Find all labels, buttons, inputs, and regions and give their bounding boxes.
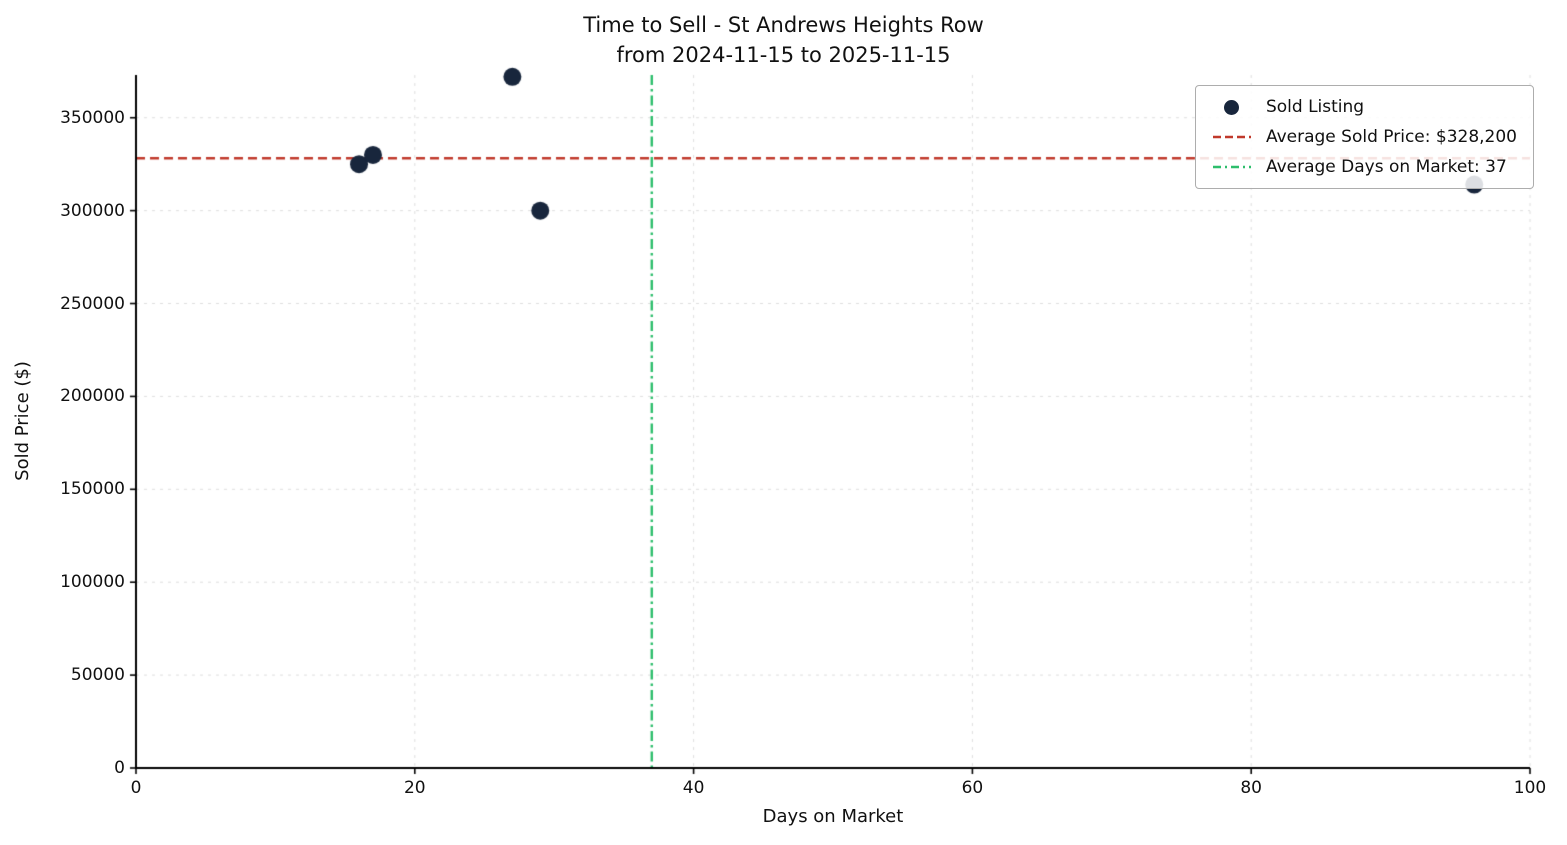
y-tick-label: 50000 <box>70 665 125 686</box>
x-tick-label: 20 <box>403 778 426 798</box>
x-tick-label: 40 <box>682 778 705 798</box>
avg-price-marker-svg <box>1212 135 1251 139</box>
dot-marker <box>1224 99 1240 115</box>
legend-item-avg-days: Average Days on Market: 37 <box>1212 157 1517 177</box>
sold-listing-dot-icon <box>1212 99 1252 115</box>
y-tick-label: 150000 <box>60 479 125 500</box>
legend-label-avg-days: Average Days on Market: 37 <box>1265 157 1507 177</box>
x-tick-label: 60 <box>961 778 984 798</box>
legend: Sold Listing Average Sold Price: $328,20… <box>1194 85 1534 189</box>
y-tick-label: 200000 <box>60 386 125 407</box>
x-tick-label: 100 <box>1513 778 1547 798</box>
y-tick-label: 0 <box>114 758 125 778</box>
chart-title: Time to Sell - St Andrews Heights Row fr… <box>0 11 1567 71</box>
legend-label-avg-price: Average Sold Price: $328,200 <box>1265 127 1517 147</box>
legend-label-sold-listing: Sold Listing <box>1265 97 1365 117</box>
chart-title-line1: Time to Sell - St Andrews Heights Row <box>583 13 984 37</box>
y-tick-label: 300000 <box>60 200 125 221</box>
avg-days-dashdot-line-icon <box>1212 164 1252 170</box>
legend-item-sold-listing: Sold Listing <box>1212 97 1517 117</box>
x-tick-label: 80 <box>1240 778 1263 798</box>
y-tick-label: 350000 <box>60 107 125 128</box>
avg-price-dashed-line-icon <box>1212 134 1252 140</box>
y-tick-label: 250000 <box>60 293 125 314</box>
legend-item-avg-price: Average Sold Price: $328,200 <box>1212 127 1517 147</box>
chart-title-line2: from 2024-11-15 to 2025-11-15 <box>616 42 951 67</box>
avg-days-marker-svg <box>1212 165 1251 169</box>
x-axis-label: Days on Market <box>762 806 904 827</box>
x-tick-label: 0 <box>130 778 142 798</box>
y-axis-label: Sold Price ($) <box>12 361 33 481</box>
y-tick-label: 100000 <box>60 572 125 593</box>
